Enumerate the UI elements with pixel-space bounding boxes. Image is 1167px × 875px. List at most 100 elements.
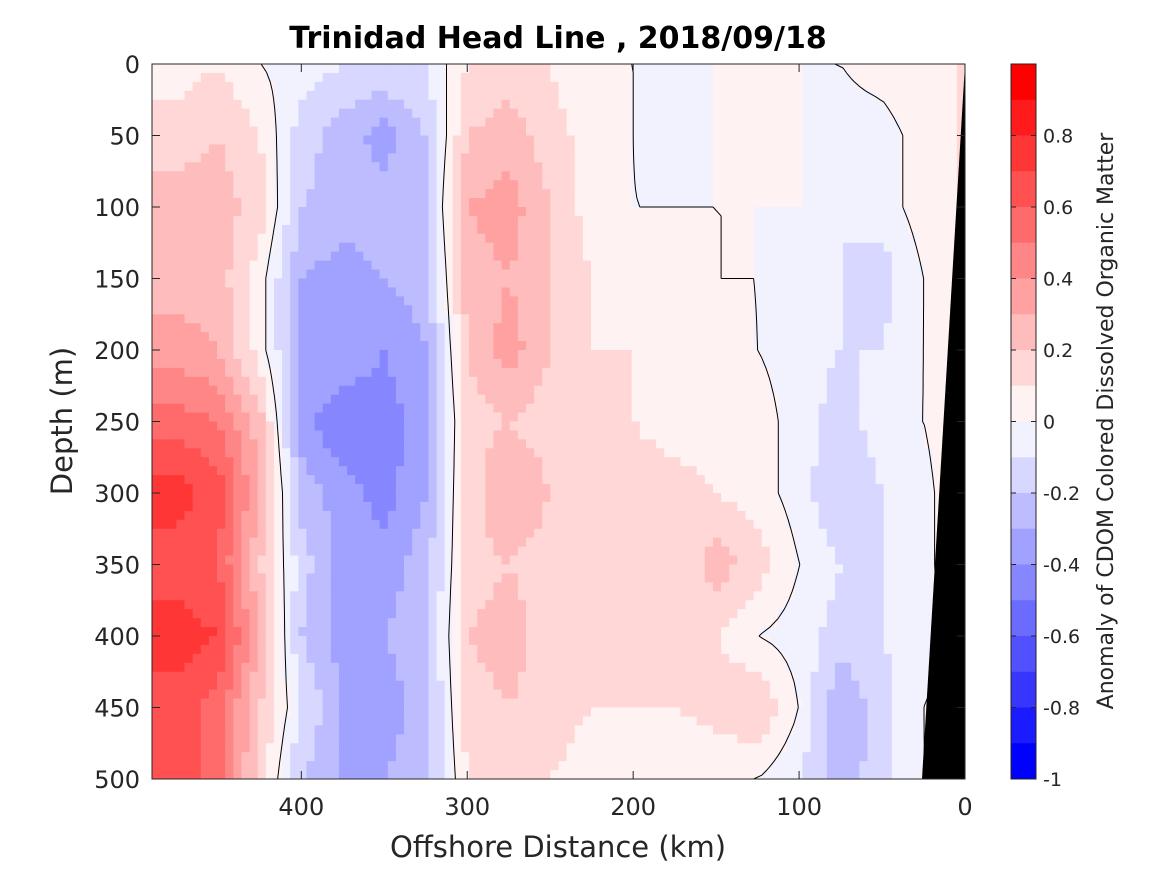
heatmap-cell [501, 251, 511, 262]
heatmap-cell [704, 117, 714, 128]
heatmap-cell [948, 171, 958, 181]
heatmap-cell [599, 376, 608, 387]
heatmap-cell [485, 81, 495, 92]
heatmap-cell [729, 198, 738, 208]
heatmap-cell [290, 385, 299, 396]
heatmap-cell [607, 376, 617, 387]
heatmap-cell [347, 189, 356, 199]
heatmap-cell [737, 466, 747, 476]
heatmap-cell [769, 171, 779, 181]
heatmap-cell [582, 367, 592, 378]
heatmap-cell [810, 260, 820, 271]
heatmap-cell [200, 484, 210, 494]
heatmap-cell [566, 64, 576, 74]
heatmap-cell [810, 251, 820, 262]
heatmap-cell [745, 403, 755, 414]
heatmap-cell [672, 448, 682, 458]
heatmap-cell [574, 332, 584, 342]
heatmap-cell [282, 72, 291, 83]
heatmap-cell [233, 233, 243, 244]
heatmap-cell [152, 207, 161, 217]
heatmap-cell [558, 117, 568, 128]
heatmap-cell [477, 305, 486, 315]
heatmap-cell [347, 448, 356, 458]
heatmap-cell [152, 198, 161, 208]
heatmap-cell [786, 341, 795, 351]
heatmap-cell [851, 198, 860, 208]
heatmap-cell [363, 242, 373, 253]
heatmap-cell [249, 501, 259, 512]
heatmap-cell [200, 64, 210, 74]
heatmap-cell [225, 189, 234, 199]
heatmap-cell [932, 126, 942, 137]
heatmap-cell [509, 126, 519, 137]
heatmap-cell [843, 421, 852, 432]
heatmap-cell [826, 144, 836, 154]
heatmap-cell [550, 207, 560, 217]
heatmap-cell [517, 439, 527, 449]
heatmap-cell [525, 350, 535, 360]
heatmap-cell [192, 385, 202, 396]
heatmap-cell [428, 394, 438, 405]
heatmap-cell [371, 412, 381, 423]
heatmap-cell [688, 180, 698, 190]
heatmap-cell [176, 430, 186, 440]
heatmap-cell [924, 135, 934, 146]
heatmap-cell [761, 350, 771, 360]
heatmap-cell [176, 224, 186, 235]
heatmap-cell [444, 430, 454, 440]
heatmap-cell [558, 323, 568, 333]
heatmap-cell [891, 215, 901, 226]
heatmap-cell [290, 126, 299, 137]
heatmap-cell [761, 269, 771, 280]
heatmap-cell [152, 189, 161, 199]
heatmap-cell [168, 153, 177, 163]
heatmap-cell [867, 198, 877, 208]
heatmap-cell [656, 189, 665, 199]
heatmap-cell [444, 99, 454, 110]
heatmap-cell [591, 90, 600, 101]
heatmap-cell [249, 215, 259, 226]
heatmap-cell [924, 260, 934, 271]
heatmap-cell [412, 412, 421, 423]
heatmap-cell [916, 251, 925, 262]
heatmap-cell [501, 162, 511, 172]
heatmap-cell [574, 430, 584, 440]
heatmap-cell [769, 475, 779, 485]
heatmap-cell [859, 269, 869, 280]
heatmap-cell [769, 314, 779, 324]
heatmap-cell [249, 72, 259, 83]
heatmap-cell [509, 260, 519, 271]
heatmap-cell [160, 126, 169, 137]
heatmap-cell [843, 493, 852, 503]
heatmap-cell [834, 367, 844, 378]
heatmap-cell [664, 475, 673, 485]
heatmap-cell [737, 350, 747, 360]
heatmap-cell [208, 108, 218, 119]
heatmap-cell [639, 126, 649, 137]
heatmap-cell [558, 171, 568, 181]
heatmap-cell [322, 332, 332, 342]
heatmap-cell [404, 367, 413, 378]
heatmap-cell [721, 501, 730, 512]
heatmap-cell [696, 135, 706, 146]
heatmap-cell [371, 501, 381, 512]
heatmap-cell [330, 233, 340, 244]
heatmap-cell [639, 385, 649, 396]
heatmap-cell [160, 287, 169, 297]
heatmap-cell [899, 144, 909, 154]
heatmap-cell [680, 466, 690, 476]
heatmap-cell [802, 332, 812, 342]
heatmap-cell [680, 81, 690, 92]
heatmap-cell [493, 475, 503, 485]
heatmap-cell [932, 224, 942, 235]
heatmap-cell [623, 341, 633, 351]
heatmap-cell [412, 126, 421, 137]
heatmap-cell [265, 323, 275, 333]
heatmap-cell [363, 269, 373, 280]
heatmap-cell [469, 448, 478, 458]
heatmap-cell [314, 296, 324, 306]
heatmap-cell [241, 430, 251, 440]
heatmap-cell [794, 278, 803, 289]
heatmap-cell [273, 501, 283, 512]
